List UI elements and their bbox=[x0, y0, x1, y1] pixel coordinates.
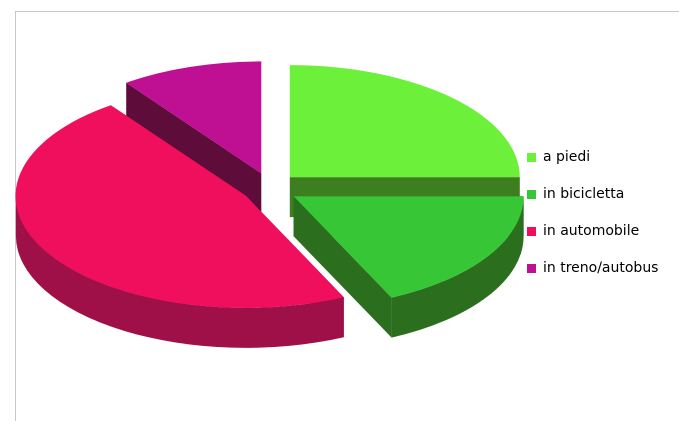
legend: a piedi in bicicletta in automobile in t… bbox=[527, 148, 658, 296]
pie-slice-side-in-bicicletta bbox=[391, 196, 524, 338]
pie-chart bbox=[15, 61, 524, 348]
legend-item-in-bicicletta: in bicicletta bbox=[527, 185, 658, 203]
legend-swatch bbox=[527, 189, 536, 199]
legend-item-in-treno-autobus: in treno/autobus bbox=[527, 259, 658, 277]
pie-slice-wall-in-bicicletta-end bbox=[293, 196, 392, 338]
pie-slice-side-in-automobile bbox=[15, 195, 344, 348]
pie-slice-wall-in-treno-autobus-start bbox=[126, 82, 262, 214]
legend-label: in treno/autobus bbox=[543, 260, 659, 276]
legend-label: in automobile bbox=[543, 223, 640, 239]
legend-label: a piedi bbox=[543, 149, 591, 165]
pie-slice-a-piedi bbox=[289, 65, 520, 178]
legend-item-in-automobile: in automobile bbox=[527, 222, 658, 240]
legend-label: in bicicletta bbox=[543, 186, 625, 202]
pie-slice-in-bicicletta bbox=[293, 196, 524, 298]
pie-slice-in-treno-autobus bbox=[126, 61, 262, 174]
legend-swatch bbox=[527, 263, 536, 273]
pie-slice-in-automobile bbox=[15, 105, 344, 308]
legend-swatch bbox=[527, 152, 536, 162]
legend-swatch bbox=[527, 226, 536, 236]
legend-item-a-piedi: a piedi bbox=[527, 148, 658, 166]
